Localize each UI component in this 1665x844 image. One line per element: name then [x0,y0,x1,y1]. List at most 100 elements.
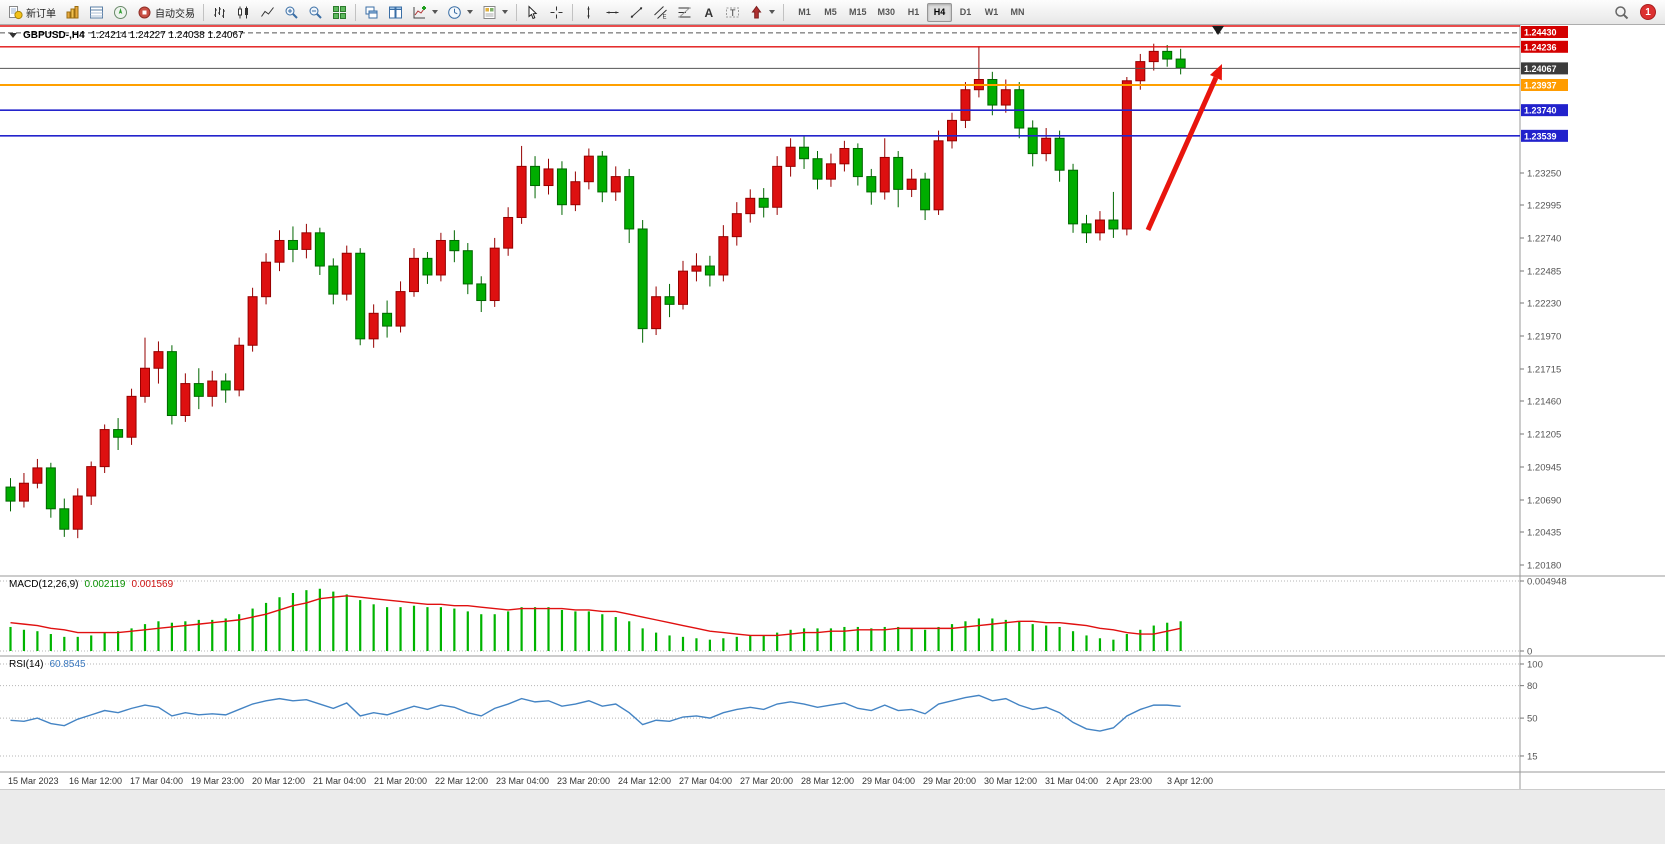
text-label-icon: T [726,7,739,18]
svg-text:28 Mar 12:00: 28 Mar 12:00 [801,776,854,786]
macd-main-value: 0.002119 [84,579,126,590]
tile-windows-icon [333,5,346,19]
text-tool-button[interactable]: A [697,2,720,23]
timeframe-button-m15[interactable]: M15 [849,7,867,17]
template-icon [483,5,496,19]
symbol-period-label: GBPUSD-,H4 [23,30,85,41]
cascade-windows-icon [365,6,378,18]
svg-text:1.22485: 1.22485 [1527,267,1561,278]
zoom-out-button[interactable] [304,2,327,23]
timeframe-button-h4[interactable]: H4 [927,2,953,22]
svg-text:20 Mar 12:00: 20 Mar 12:00 [252,776,305,786]
candlestick-chart-button[interactable] [232,2,255,23]
cascade-windows-button[interactable] [360,2,383,23]
svg-text:0: 0 [1527,647,1532,658]
toolbar-separator [203,3,204,21]
timeframe-button-m30[interactable]: M30 [877,7,896,17]
fibonacci-button[interactable] [673,2,696,23]
navigator-button[interactable] [109,2,132,23]
arrow-marker-icon [751,5,762,18]
svg-text:17 Mar 04:00: 17 Mar 04:00 [130,776,183,786]
rsi-name-label: RSI(14) [9,659,44,670]
text-label-button[interactable]: T [721,2,744,23]
timeframe-button-h1[interactable]: H1 [907,7,920,17]
cursor-button[interactable] [521,2,544,23]
svg-text:23 Mar 04:00: 23 Mar 04:00 [496,776,549,786]
macd-signal-value: 0.001569 [131,579,174,590]
svg-text:1.23250: 1.23250 [1527,169,1561,180]
toolbar-right-group: 1 [1610,2,1661,23]
equidistant-channel-button[interactable]: E [649,2,672,23]
templates-button[interactable] [478,2,512,23]
crosshair-icon [550,6,563,18]
timeframe-button-m1[interactable]: M1 [798,7,811,17]
tile-vertical-icon [389,6,402,18]
vertical-line-button[interactable] [577,2,600,23]
timeframe-button-mn[interactable]: MN [1010,7,1025,17]
indicators-button[interactable] [408,2,442,23]
timeframe-toolbar: M1 M5 M15 M30 H1 H4 D1 W1 MN [792,2,1030,22]
svg-text:27 Mar 20:00: 27 Mar 20:00 [740,776,793,786]
zoom-in-button[interactable] [280,2,303,23]
market-watch-button[interactable] [61,2,84,23]
svg-text:30 Mar 12:00: 30 Mar 12:00 [984,776,1037,786]
svg-text:27 Mar 04:00: 27 Mar 04:00 [679,776,732,786]
new-order-button[interactable]: 新订单 [4,2,60,23]
svg-text:1.24236: 1.24236 [1524,42,1557,52]
tile-vertical-button[interactable] [384,2,407,23]
arrows-tool-button[interactable] [745,2,779,23]
notification-badge[interactable]: 1 [1640,4,1656,20]
svg-text:1.22230: 1.22230 [1527,299,1561,310]
data-window-button[interactable] [85,2,108,23]
svg-text:22 Mar 12:00: 22 Mar 12:00 [435,776,488,786]
periods-button[interactable] [443,2,477,23]
toolbar-separator [516,3,517,21]
search-button[interactable] [1610,2,1633,23]
search-icon [1615,5,1629,19]
timeframe-button-d1[interactable]: D1 [959,7,972,17]
horizontal-line-button[interactable] [601,2,624,23]
svg-text:1.23740: 1.23740 [1524,106,1557,116]
chevron-down-icon [769,10,775,14]
autotrading-icon [138,6,151,18]
svg-text:15: 15 [1527,751,1538,762]
toolbar-separator [355,3,356,21]
line-chart-button[interactable] [256,2,279,23]
autotrading-button[interactable]: 自动交易 [133,2,199,23]
svg-text:3 Apr 12:00: 3 Apr 12:00 [1167,776,1213,786]
market-watch-icon [66,5,79,18]
bar-chart-button[interactable] [208,2,231,23]
macd-header: MACD(12,26,9) 0.002119 0.001569 [9,579,173,590]
indicators-icon [413,5,426,18]
rsi-header: RSI(14) 60.8545 [9,659,86,670]
chevron-down-icon [502,10,508,14]
navigator-icon [114,5,127,19]
timeframe-button-w1[interactable]: W1 [984,7,999,17]
line-chart-icon [261,6,274,17]
svg-text:29 Mar 04:00: 29 Mar 04:00 [862,776,915,786]
channel-icon: E [654,5,667,20]
tile-windows-button[interactable] [328,2,351,23]
svg-text:29 Mar 20:00: 29 Mar 20:00 [923,776,976,786]
vertical-line-icon [587,6,590,18]
macd-name-label: MACD(12,26,9) [9,579,79,590]
svg-text:24 Mar 12:00: 24 Mar 12:00 [618,776,671,786]
svg-text:31 Mar 04:00: 31 Mar 04:00 [1045,776,1098,786]
svg-text:1.20180: 1.20180 [1527,561,1561,572]
crosshair-button[interactable] [545,2,568,23]
ohlc-values: 1.24214 1.24227 1.24038 1.24067 [90,30,244,41]
svg-text:21 Mar 20:00: 21 Mar 20:00 [374,776,427,786]
cursor-icon [528,4,538,19]
trendline-icon [630,6,643,18]
new-order-label: 新订单 [26,8,56,20]
svg-text:1.20945: 1.20945 [1527,463,1561,474]
text-tool-icon: A [705,6,714,20]
collapse-chart-icon[interactable] [9,33,17,38]
trendline-button[interactable] [625,2,648,23]
svg-text:15 Mar 2023: 15 Mar 2023 [8,776,59,786]
timeframe-button-m5[interactable]: M5 [824,7,837,17]
toolbar: 新订单 自动交易 [0,0,1665,25]
svg-text:23 Mar 20:00: 23 Mar 20:00 [557,776,610,786]
